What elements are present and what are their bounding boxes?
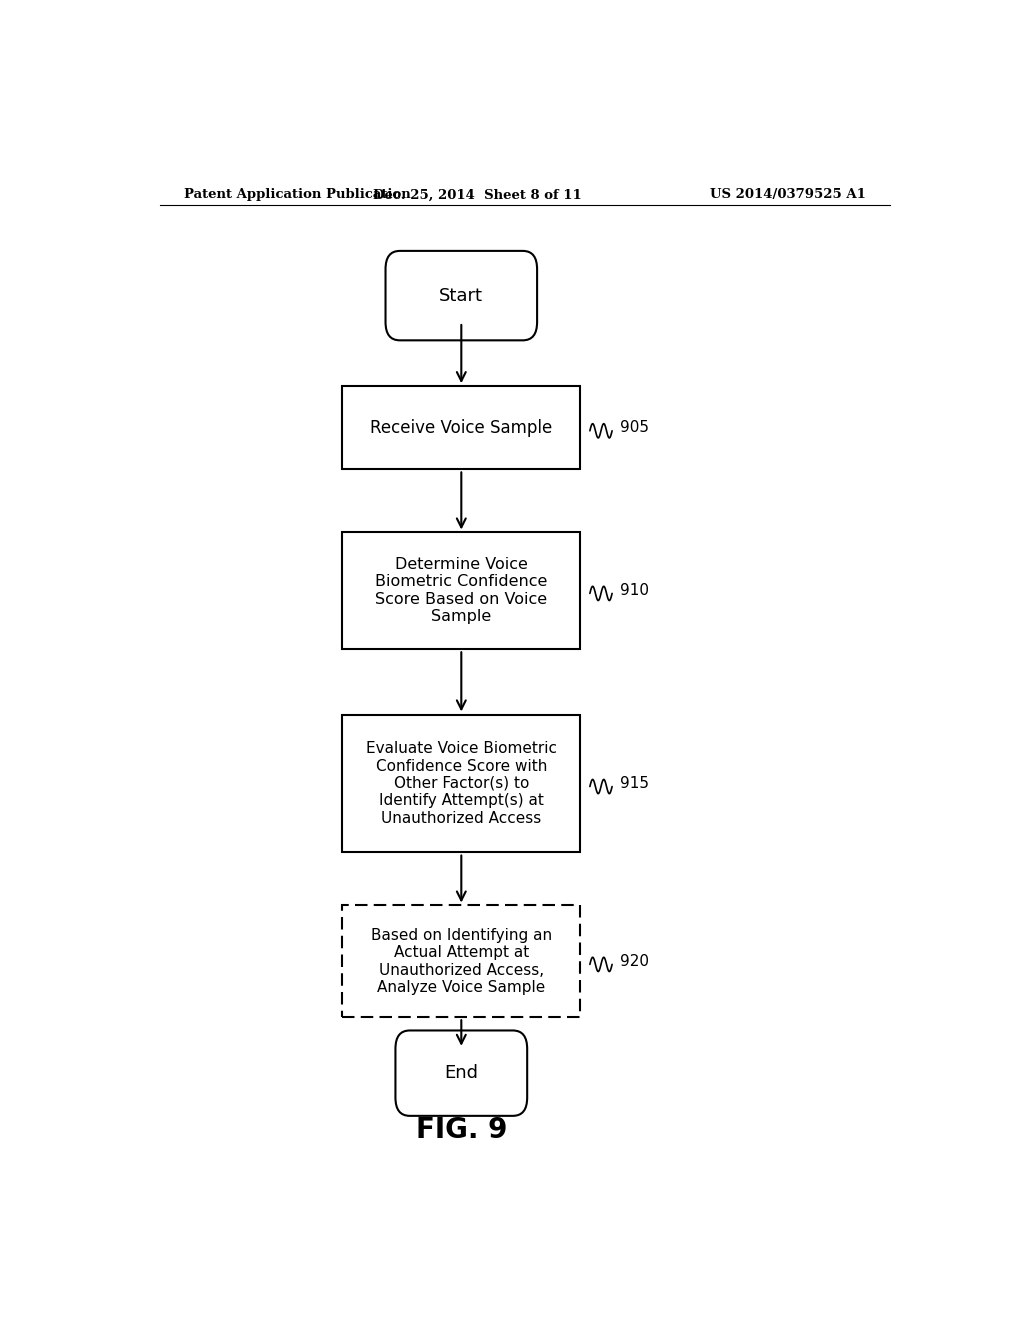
Text: Determine Voice
Biometric Confidence
Score Based on Voice
Sample: Determine Voice Biometric Confidence Sco… bbox=[375, 557, 548, 624]
Bar bbox=[342, 385, 581, 470]
Text: Based on Identifying an
Actual Attempt at
Unauthorized Access,
Analyze Voice Sam: Based on Identifying an Actual Attempt a… bbox=[371, 928, 552, 995]
Text: 915: 915 bbox=[620, 776, 649, 791]
Text: End: End bbox=[444, 1064, 478, 1082]
Text: Patent Application Publication: Patent Application Publication bbox=[183, 189, 411, 202]
Bar bbox=[342, 906, 581, 1018]
Text: 910: 910 bbox=[620, 583, 649, 598]
Text: Start: Start bbox=[439, 286, 483, 305]
Text: Evaluate Voice Biometric
Confidence Score with
Other Factor(s) to
Identify Attem: Evaluate Voice Biometric Confidence Scor… bbox=[366, 742, 557, 826]
Text: FIG. 9: FIG. 9 bbox=[416, 1117, 507, 1144]
Bar bbox=[342, 715, 581, 853]
Text: US 2014/0379525 A1: US 2014/0379525 A1 bbox=[711, 189, 866, 202]
Text: 905: 905 bbox=[620, 420, 649, 436]
Text: Dec. 25, 2014  Sheet 8 of 11: Dec. 25, 2014 Sheet 8 of 11 bbox=[373, 189, 582, 202]
FancyBboxPatch shape bbox=[395, 1031, 527, 1115]
Bar bbox=[342, 532, 581, 649]
Text: 920: 920 bbox=[620, 954, 649, 969]
Text: Receive Voice Sample: Receive Voice Sample bbox=[371, 418, 552, 437]
FancyBboxPatch shape bbox=[385, 251, 538, 341]
